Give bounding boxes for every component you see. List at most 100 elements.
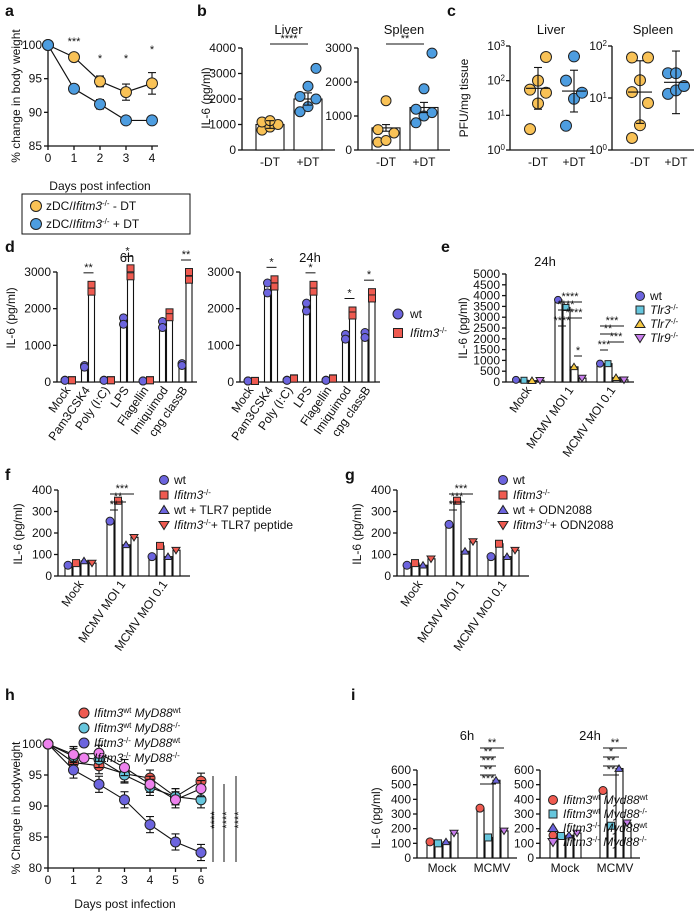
c-spleen-title: Spleen bbox=[633, 22, 673, 37]
f-y-tick-label: 100 bbox=[32, 548, 52, 562]
e-legend-label: Tlr9-/- bbox=[650, 331, 679, 346]
d-legend-label: Ifitm3-/- bbox=[410, 326, 447, 341]
i-6h-point bbox=[449, 829, 459, 838]
b-liver-point bbox=[310, 62, 322, 74]
d-6h-point-ko bbox=[146, 376, 154, 385]
e-y-tick-label: 500 bbox=[480, 364, 500, 378]
f-y-tick-label: 200 bbox=[32, 526, 52, 540]
f-legend-label: Ifitm3-/- bbox=[174, 488, 211, 503]
e-moi1-sig-label: **** bbox=[553, 315, 571, 327]
a-x-tick-label: 1 bbox=[71, 151, 78, 165]
d-6h-point-wt bbox=[80, 362, 89, 372]
d-legend-marker bbox=[393, 328, 403, 338]
h-legend-label: Ifitm3wt MyD88-/- bbox=[94, 721, 181, 736]
i-24h-sig-label: ** bbox=[607, 755, 616, 767]
a-point bbox=[120, 114, 132, 127]
g-legend-label: Ifitm3-/- bbox=[513, 488, 550, 503]
e-y-tick-label: 3000 bbox=[473, 310, 500, 324]
c-spleen-x-tick-label: -DT bbox=[630, 155, 651, 169]
c-spleen-y-tick-label: 101 bbox=[589, 91, 607, 106]
c-liver-point bbox=[560, 74, 572, 87]
h-x-tick-label: 6 bbox=[198, 873, 205, 887]
a-x-label: Days post infection bbox=[49, 179, 150, 193]
h-point bbox=[170, 794, 181, 806]
c-liver-point bbox=[576, 86, 588, 99]
panel-letter-g: g bbox=[345, 467, 355, 484]
i-6h-sig-label: ** bbox=[484, 764, 493, 776]
i-legend-label: Ifitm3-/- Myd88-/- bbox=[563, 835, 647, 850]
g-bar bbox=[511, 549, 520, 577]
d-24h-point-wt bbox=[282, 375, 292, 385]
h-y-tick-label: 85 bbox=[29, 830, 43, 844]
f-legend-label: wt + TLR7 peptide bbox=[173, 503, 272, 517]
g-y-tick-label: 400 bbox=[371, 483, 391, 497]
e-point bbox=[520, 376, 528, 384]
i-6h-point bbox=[434, 839, 442, 848]
d-24h-point-ko bbox=[368, 294, 376, 303]
a-y-tick-label: 95 bbox=[29, 72, 43, 86]
panel-letter-i: i bbox=[351, 687, 355, 704]
a-point bbox=[120, 86, 132, 99]
d-6h-point-ko bbox=[165, 313, 174, 322]
d-y-label: IL-6 (pg/ml) bbox=[4, 287, 18, 348]
panel-letter-a: a bbox=[5, 3, 14, 20]
d-24h-title: 24h bbox=[299, 250, 321, 265]
e-title: 24h bbox=[534, 254, 556, 269]
g-point bbox=[502, 552, 512, 560]
c-liver-y-tick-label: 101 bbox=[487, 108, 505, 123]
g-sig-label: *** bbox=[455, 483, 469, 495]
c-spleen-point bbox=[678, 80, 690, 93]
g-legend-label: wt + ODN2088 bbox=[512, 503, 592, 517]
e-y-tick-label: 4000 bbox=[473, 289, 500, 303]
e-x-tick-label: Mock bbox=[507, 383, 535, 415]
d-6h-point-ko bbox=[126, 272, 135, 281]
i-24h-point bbox=[622, 819, 632, 828]
g-point bbox=[418, 560, 428, 569]
g-point bbox=[486, 552, 496, 562]
f-sig-label: *** bbox=[116, 483, 130, 495]
e-moi01-sig-label: *** bbox=[610, 331, 624, 343]
e-y-tick-label: 1500 bbox=[473, 343, 500, 357]
e-moi1-sig-label: * bbox=[576, 345, 581, 357]
e-moi01-sig-label: ** bbox=[604, 323, 613, 335]
i-24h-sig-label: ** bbox=[611, 737, 620, 749]
h-x-tick-label: 4 bbox=[147, 873, 154, 887]
d-24h-y-tick-label: 3000 bbox=[207, 265, 234, 279]
f-legend-marker bbox=[158, 504, 170, 514]
e-y-tick-label: 5000 bbox=[473, 267, 500, 281]
d-6h-bar-ko bbox=[126, 267, 135, 383]
c-liver-point bbox=[540, 86, 552, 99]
c-liver-y-tick-label: 102 bbox=[487, 73, 505, 88]
d-6h-y-tick-label: 2000 bbox=[24, 302, 51, 316]
g-y-tick-label: 0 bbox=[384, 569, 391, 583]
i-legend-label: Ifitm3-/- Myd88wt bbox=[563, 821, 648, 836]
b-spleen-point bbox=[410, 117, 422, 129]
a-legend-box bbox=[21, 193, 191, 235]
f-legend-label: Ifitm3-/-+ TLR7 peptide bbox=[174, 518, 293, 533]
a-point bbox=[68, 82, 80, 95]
e-legend-marker bbox=[635, 305, 645, 315]
b-liver-y-tick-label: 2000 bbox=[209, 92, 236, 106]
b-liver-x-tick-label: -DT bbox=[260, 155, 281, 169]
a-point bbox=[94, 98, 106, 111]
i-24h-sig-label: * bbox=[609, 746, 614, 758]
h-point bbox=[170, 836, 181, 848]
h-point bbox=[68, 749, 79, 761]
d-24h-point-wt bbox=[302, 306, 311, 316]
f-legend-marker bbox=[159, 475, 169, 485]
e-moi01-sig-label: *** bbox=[606, 315, 620, 327]
f-point bbox=[156, 541, 164, 550]
a-legend-marker bbox=[30, 218, 42, 230]
b-liver-point bbox=[294, 90, 306, 102]
d-6h-point-wt bbox=[119, 319, 128, 329]
f-y-tick-label: 0 bbox=[45, 569, 52, 583]
i-24h-y-tick-label: 600 bbox=[514, 763, 534, 777]
f-point bbox=[129, 534, 139, 542]
e-y-tick-label: 4500 bbox=[473, 278, 500, 292]
h-x-tick-label: 3 bbox=[121, 873, 128, 887]
d-24h-bar-ko bbox=[270, 278, 279, 383]
i-legend-label: Ifitm3wt Myd88-/- bbox=[563, 807, 648, 822]
i-24h-title: 24h bbox=[579, 728, 601, 743]
d-6h-title: 6h bbox=[120, 250, 134, 265]
